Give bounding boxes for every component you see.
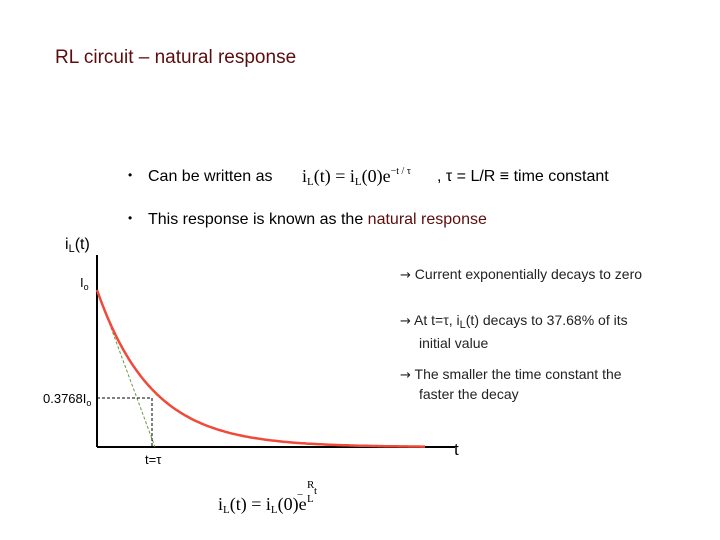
note-text: At t=τ, i	[414, 312, 460, 328]
note-sub: L	[459, 319, 466, 331]
bullet-text: This response is known as the	[148, 211, 368, 228]
equation-natural-response: iL(t) = iL(0)e−t / τ	[302, 166, 411, 188]
eq-sub: L	[354, 176, 362, 188]
formula-part: (t) = i	[229, 494, 271, 514]
formula-exp-num: R	[307, 479, 315, 491]
y-label-part: i	[65, 236, 69, 253]
eq-part: (t) = i	[313, 166, 355, 186]
eq-part: i	[302, 166, 308, 186]
note-text: faster the decay	[419, 386, 519, 402]
note-text: The smaller the time constant the	[414, 366, 622, 382]
formula-sub: L	[223, 504, 230, 516]
arrow-icon: →	[400, 368, 411, 383]
decay-curve	[95, 289, 425, 448]
y-label-sub: L	[68, 243, 75, 255]
arrow-icon: →	[400, 268, 411, 283]
note-text: Current exponentially decays to zero	[414, 266, 643, 282]
formula-bottom: iL(t) = iL(0)e	[218, 494, 307, 516]
note-tau-decay: → At t=τ, iL(t) decays to 37.68% of its …	[400, 311, 628, 352]
formula-exp-t: t	[314, 485, 318, 497]
note-text: initial value	[419, 335, 489, 351]
bullet-dot: •	[128, 211, 133, 225]
time-constant-definition: , τ = L/R ≡ time constant	[437, 168, 609, 185]
x-tick-tau: t=τ	[145, 452, 162, 467]
y-tick-sub: o	[83, 282, 89, 292]
x-axis-label: t	[454, 440, 459, 459]
y-tick-0-3768io: 0.3768Io	[43, 391, 91, 408]
y-tick-part: I	[80, 275, 84, 290]
eq-part: (0)e	[361, 166, 391, 186]
y-axis-label: iL(t)	[65, 236, 90, 255]
y-tick-part: 0.3768I	[43, 391, 87, 406]
formula-sub: L	[270, 504, 278, 516]
formula-part: (0)e	[277, 494, 307, 514]
bullet-written-as: • Can be written as	[128, 168, 273, 186]
note-smaller-time-constant: → The smaller the time constant the fast…	[400, 365, 622, 403]
slide-title: RL circuit – natural response	[55, 47, 297, 68]
formula-exp-den: L	[307, 493, 314, 505]
bullet-dot: •	[128, 168, 133, 182]
note-text: (t) decays to 37.68% of its	[465, 312, 628, 328]
y-tick-sub: o	[86, 398, 92, 408]
eq-sub: L	[307, 176, 314, 188]
formula-part: i	[218, 494, 224, 514]
bullet-text: Can be written as	[148, 168, 273, 185]
formula-exp-minus: −	[297, 489, 304, 501]
note-decays-to-zero: → Current exponentially decays to zero	[400, 265, 642, 285]
y-tick-io: Io	[80, 275, 89, 292]
bullet-natural-response: • This response is known as the natural r…	[128, 211, 487, 229]
y-label-part: (t)	[74, 236, 90, 253]
eq-exponent: −t / τ	[390, 166, 411, 177]
arrow-icon: →	[400, 314, 411, 329]
highlight-natural-response: natural response	[367, 211, 487, 228]
